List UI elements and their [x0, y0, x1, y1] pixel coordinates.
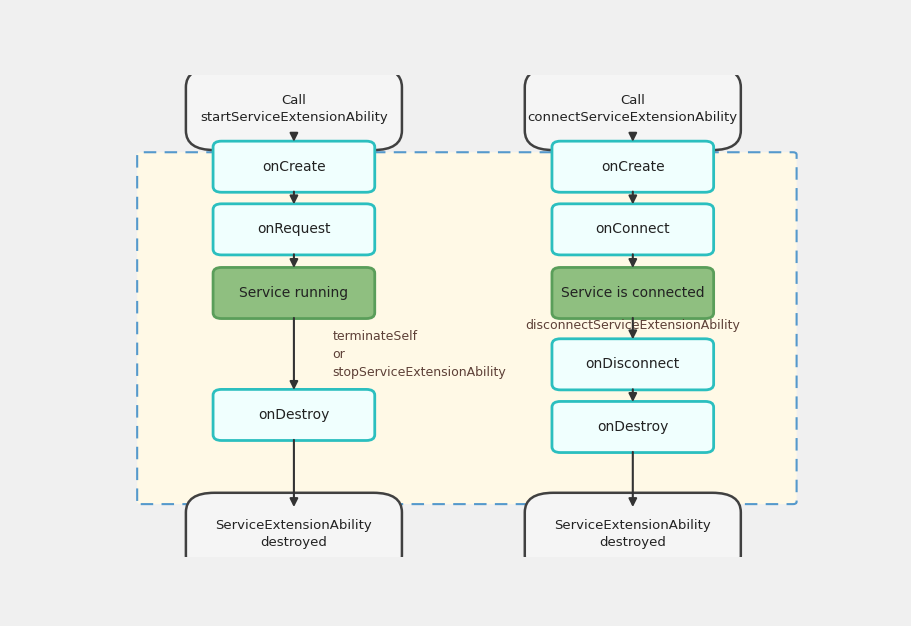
- FancyBboxPatch shape: [186, 68, 402, 150]
- FancyBboxPatch shape: [552, 267, 713, 319]
- Text: Call
connectServiceExtensionAbility: Call connectServiceExtensionAbility: [527, 94, 738, 124]
- FancyBboxPatch shape: [213, 267, 374, 319]
- FancyBboxPatch shape: [138, 152, 796, 504]
- FancyBboxPatch shape: [552, 401, 713, 453]
- FancyBboxPatch shape: [552, 339, 713, 390]
- FancyBboxPatch shape: [552, 141, 713, 192]
- FancyBboxPatch shape: [213, 204, 374, 255]
- FancyBboxPatch shape: [186, 493, 402, 575]
- Text: onCreate: onCreate: [601, 160, 665, 173]
- Text: Service running: Service running: [240, 286, 349, 300]
- FancyBboxPatch shape: [525, 493, 741, 575]
- Text: onDisconnect: onDisconnect: [586, 357, 680, 371]
- FancyBboxPatch shape: [213, 141, 374, 192]
- Text: onCreate: onCreate: [262, 160, 326, 173]
- Text: onDestroy: onDestroy: [258, 408, 330, 422]
- FancyBboxPatch shape: [525, 68, 741, 150]
- Text: onConnect: onConnect: [596, 222, 670, 237]
- Text: onRequest: onRequest: [257, 222, 331, 237]
- FancyBboxPatch shape: [213, 389, 374, 441]
- Text: onDestroy: onDestroy: [597, 420, 669, 434]
- Text: ServiceExtensionAbility
destroyed: ServiceExtensionAbility destroyed: [555, 519, 711, 549]
- Text: Call
startServiceExtensionAbility: Call startServiceExtensionAbility: [200, 94, 388, 124]
- FancyBboxPatch shape: [552, 204, 713, 255]
- Text: Service is connected: Service is connected: [561, 286, 704, 300]
- Text: disconnectServiceExtensionAbility: disconnectServiceExtensionAbility: [526, 319, 741, 332]
- Text: terminateSelf
or
stopServiceExtensionAbility: terminateSelf or stopServiceExtensionAbi…: [333, 330, 507, 379]
- Text: ServiceExtensionAbility
destroyed: ServiceExtensionAbility destroyed: [216, 519, 373, 549]
